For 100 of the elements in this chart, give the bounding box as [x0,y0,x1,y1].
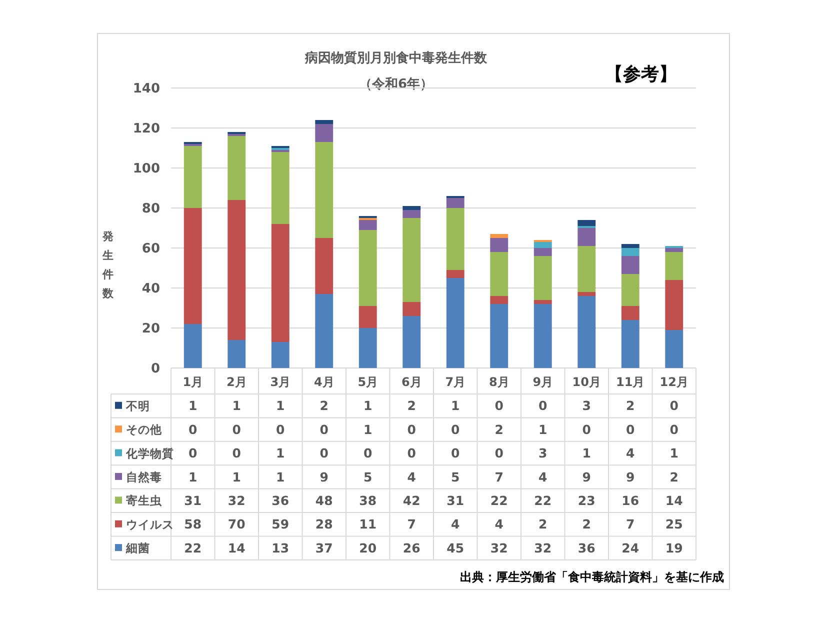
bar [402,206,421,210]
data-label: 11 [359,516,377,532]
data-label: 1 [188,398,198,414]
data-label: 48 [315,493,333,508]
x-tick-label: 6月 [401,375,422,390]
data-label: 0 [670,398,679,414]
bar [358,230,377,306]
data-label: 42 [402,493,420,508]
data-label: 4 [538,469,548,484]
bar [621,274,640,306]
x-tick-label: 5月 [358,375,378,390]
data-label: 22 [184,540,202,556]
bar [665,248,684,252]
bar [578,296,596,368]
bar [315,120,334,124]
data-label: 4 [494,516,504,532]
data-label: 3 [538,446,548,461]
data-label: 13 [272,540,290,556]
data-label: 4 [407,469,416,484]
data-label: 2 [670,469,678,484]
y-tick-label: 100 [132,162,160,177]
bar [228,136,246,200]
data-label: 37 [315,540,333,556]
bar [402,210,421,218]
bar [402,316,421,368]
data-label: 2 [626,398,635,414]
x-tick-label: 4月 [314,375,334,390]
x-tick-label: 9月 [532,375,554,390]
x-tick-label: 1月 [182,375,204,390]
bar [358,220,377,230]
data-label: 2 [407,398,416,414]
data-label: 1 [451,398,460,414]
bar [315,124,334,142]
data-label: 1 [276,446,285,461]
data-label: 2 [582,516,591,532]
bar [315,142,334,238]
data-label: 14 [228,540,246,556]
data-label: 45 [446,540,464,556]
data-label: 0 [451,446,460,461]
x-tick-label: 10月 [572,375,601,390]
y-tick-label: 140 [132,82,160,97]
bar [621,244,640,248]
bar [621,256,640,274]
data-label: 28 [315,516,333,532]
data-label: 7 [494,469,504,484]
data-label: 1 [364,422,372,437]
data-label: 9 [626,469,635,484]
y-tick-label: 0 [150,362,160,377]
bar [315,294,334,368]
data-label: 22 [534,493,552,508]
bar [534,300,552,304]
data-label: 1 [670,446,678,461]
bar [490,238,508,252]
x-tick-label: 8月 [488,375,510,390]
bar [271,224,290,342]
legend-label: 細菌 [125,541,150,556]
data-label: 36 [578,540,596,556]
data-label: 23 [578,493,596,508]
data-label: 0 [320,446,329,461]
bar [228,340,246,368]
bar [578,220,596,226]
data-label: 32 [228,493,246,508]
bar [228,200,246,340]
legend-label: 化学物質 [125,446,174,460]
data-label: 0 [582,422,592,437]
bar [402,302,421,316]
bar [534,256,552,300]
bar [184,208,202,324]
data-label: 31 [446,493,464,508]
data-label: 0 [364,446,373,461]
bar [446,208,464,270]
data-label: 0 [494,398,504,414]
y-tick-label: 60 [142,242,160,257]
data-label: 2 [494,422,504,437]
y-axis-title: 発生件数 [102,230,114,300]
bar [184,324,202,368]
data-label: 1 [188,469,198,484]
bar [534,248,552,256]
data-label: 0 [670,422,679,437]
y-tick-label: 20 [142,322,160,337]
data-label: 0 [232,446,242,461]
bar [358,306,377,328]
data-label: 58 [184,516,202,532]
data-label: 1 [582,446,591,461]
bar [490,252,508,296]
data-label: 4 [451,516,460,532]
data-label: 24 [622,540,640,556]
data-label: 25 [665,516,683,532]
data-label: 59 [272,516,290,532]
data-label: 0 [494,446,504,461]
data-label: 7 [407,516,416,532]
bar [534,304,552,368]
legend-label: 不明 [125,398,150,413]
data-label: 9 [320,469,328,484]
legend-label: 自然毒 [126,470,162,484]
data-label: 4 [626,446,636,461]
bar [358,328,377,368]
x-tick-label: 12月 [660,375,688,390]
legend-label: 寄生虫 [126,494,163,508]
data-label: 16 [622,493,640,508]
